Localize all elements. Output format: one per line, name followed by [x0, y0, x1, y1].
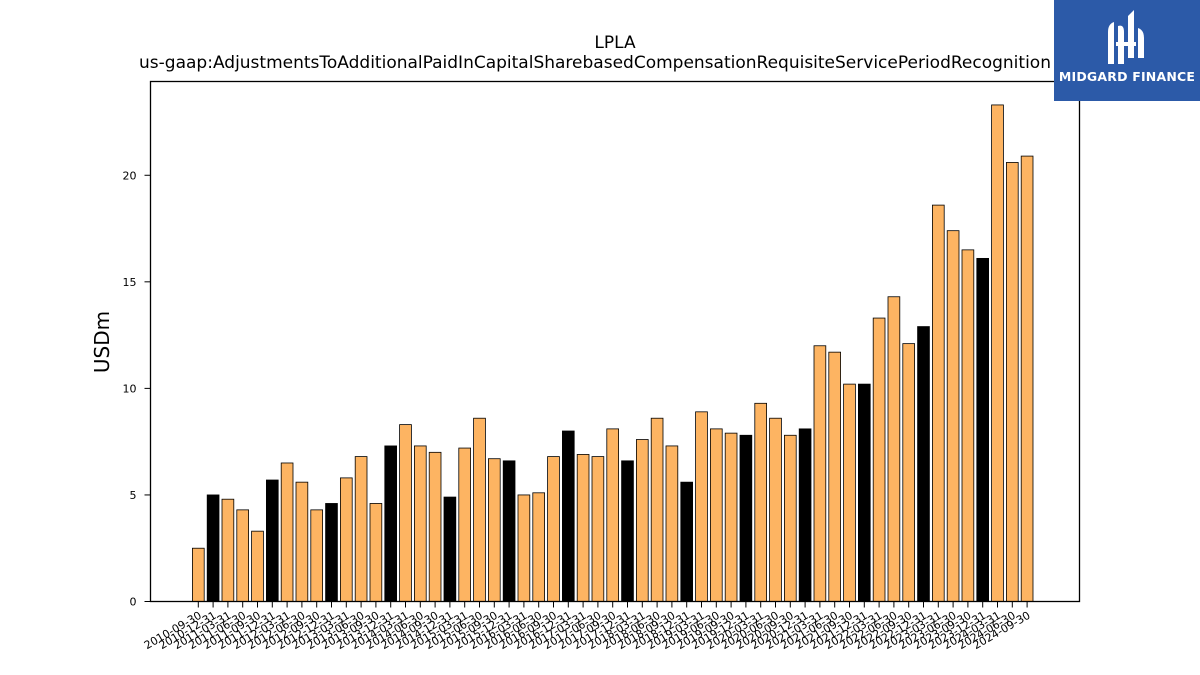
bars — [191, 104, 1034, 602]
chart-title: LPLA — [594, 33, 636, 53]
bar-2020-09-30 — [784, 434, 797, 602]
bar-2017-09-30 — [606, 428, 619, 602]
bar-2019-12-31 — [739, 434, 753, 602]
bar-2016-06-30 — [532, 492, 545, 602]
bar-2022-12-31 — [917, 326, 930, 602]
plot-frame — [149, 80, 1081, 603]
bar-2023-09-30 — [961, 249, 975, 602]
bar-2021-09-30 — [843, 383, 856, 602]
bar-2012-03-31 — [280, 462, 294, 602]
bar-2016-03-31 — [517, 494, 531, 602]
bar-2011-06-30 — [236, 509, 250, 602]
bar-2014-03-31 — [399, 424, 412, 602]
y-axis-ticks: 0 5 10 15 20 — [123, 169, 151, 609]
bar-2017-06-30 — [591, 456, 605, 602]
bar-2018-12-31 — [680, 481, 693, 602]
bar-2010-09-30 — [191, 547, 205, 602]
bar-2022-03-31 — [872, 317, 886, 602]
bar-2012-09-30 — [310, 509, 323, 602]
y-tick-label: 20 — [123, 169, 137, 182]
chart-subtitle: us-gaap:AdjustmentsToAdditionalPaidInCap… — [139, 53, 1051, 73]
bar-2010-12-31 — [206, 494, 220, 602]
bar-2024-09-30 — [1020, 155, 1034, 602]
bar-2013-09-30 — [369, 503, 383, 602]
bar-2013-12-31 — [384, 445, 397, 602]
y-tick-label: 5 — [130, 489, 137, 502]
bar-2016-12-31 — [562, 430, 575, 602]
bar-2011-09-30 — [251, 530, 264, 602]
bar-2021-03-31 — [813, 345, 827, 602]
bar-2019-03-31 — [695, 411, 708, 602]
bar-2013-06-30 — [354, 456, 368, 602]
bar-2023-03-31 — [932, 204, 945, 602]
y-axis-label: USDm — [90, 311, 114, 373]
bar-2023-06-30 — [946, 230, 960, 602]
bar-2021-06-30 — [828, 351, 841, 602]
bar-2018-09-30 — [665, 445, 679, 602]
bar-2015-03-31 — [458, 447, 471, 602]
y-tick-label: 0 — [130, 596, 137, 609]
bar-2022-09-30 — [902, 343, 915, 602]
bar-2020-06-30 — [769, 417, 782, 602]
bar-2014-06-30 — [413, 445, 427, 602]
bar-2012-06-30 — [295, 481, 309, 602]
bar-2015-12-31 — [502, 460, 516, 602]
bar-2012-12-31 — [325, 503, 338, 602]
bar-2014-09-30 — [428, 451, 442, 602]
bar-2011-03-31 — [221, 498, 235, 602]
bar-2021-12-31 — [858, 383, 871, 602]
bar-2024-06-30 — [1006, 162, 1019, 602]
bar-2011-12-31 — [265, 479, 279, 602]
y-tick-label: 10 — [123, 382, 137, 395]
bar-2018-06-30 — [650, 417, 664, 602]
bar-2013-03-31 — [339, 477, 353, 602]
bar-2015-09-30 — [487, 458, 501, 602]
midgard-finance-logo: MIDGARD FINANCE — [1054, 0, 1200, 101]
bar-2020-12-31 — [798, 428, 812, 602]
bar-2016-09-30 — [547, 456, 560, 602]
bar-2019-06-30 — [710, 428, 723, 602]
bar-2023-12-31 — [976, 257, 989, 602]
bar-2019-09-30 — [724, 432, 738, 602]
bar-2017-12-31 — [621, 460, 634, 602]
bar-2015-06-30 — [473, 417, 486, 602]
y-tick-label: 15 — [123, 276, 137, 289]
logo-mark-icon — [1108, 10, 1144, 65]
bar-2018-03-31 — [636, 439, 649, 602]
bar-2022-06-30 — [887, 296, 901, 602]
bar-2014-12-31 — [443, 496, 457, 602]
x-axis-ticks: 2010-09-302010-12-312011-03-312011-06-30… — [142, 601, 1033, 652]
bar-2024-03-31 — [991, 104, 1004, 602]
bar-2017-03-31 — [576, 454, 590, 602]
bar-2020-03-31 — [754, 402, 767, 602]
logo-text: MIDGARD FINANCE — [1058, 69, 1196, 84]
